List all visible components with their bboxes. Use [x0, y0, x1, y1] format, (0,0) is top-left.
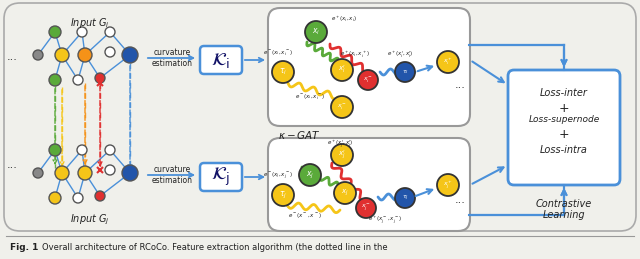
Circle shape: [331, 144, 353, 166]
Circle shape: [49, 26, 61, 38]
Text: $x_i'$: $x_i'$: [338, 64, 346, 76]
Circle shape: [334, 182, 356, 204]
Text: $\mathcal{K}_{\rm i}$: $\mathcal{K}_{\rm i}$: [211, 51, 230, 69]
Circle shape: [272, 61, 294, 83]
Text: $\mathcal{K}_{\rm j}$: $\mathcal{K}_{\rm j}$: [211, 166, 230, 188]
Circle shape: [105, 47, 115, 57]
Text: Loss-supernode: Loss-supernode: [529, 116, 600, 125]
Text: Contrastive: Contrastive: [536, 199, 592, 209]
Circle shape: [73, 193, 83, 203]
Text: Input $G_i$: Input $G_i$: [70, 16, 110, 30]
Text: Loss-intra: Loss-intra: [540, 145, 588, 155]
Text: $e^-(x_j, x_j^-)$: $e^-(x_j, x_j^-)$: [263, 171, 293, 181]
Text: $\kappa - GAT$: $\kappa - GAT$: [278, 129, 321, 141]
Text: $x_i$: $x_i$: [312, 27, 320, 37]
Circle shape: [55, 166, 69, 180]
FancyBboxPatch shape: [200, 46, 242, 74]
Circle shape: [105, 27, 115, 37]
Circle shape: [49, 192, 61, 204]
Circle shape: [105, 165, 115, 175]
Text: $\tau_j$: $\tau_j$: [279, 189, 287, 200]
Text: $x_i^+$: $x_i^+$: [443, 57, 453, 67]
Circle shape: [78, 166, 92, 180]
Text: curvature
estimation: curvature estimation: [152, 165, 193, 185]
Text: $e^+(x_i', x_i')$: $e^+(x_i', x_i')$: [387, 50, 413, 60]
Circle shape: [33, 50, 43, 60]
FancyBboxPatch shape: [200, 163, 242, 191]
FancyBboxPatch shape: [268, 138, 470, 231]
Text: $e^-(x_i, x_i^-)$: $e^-(x_i, x_i^-)$: [263, 48, 293, 58]
Text: $\tau_i$: $\tau_i$: [401, 68, 408, 76]
FancyBboxPatch shape: [4, 3, 636, 231]
Circle shape: [49, 74, 61, 86]
Circle shape: [395, 62, 415, 82]
Text: ...: ...: [6, 160, 17, 170]
Text: $x_i^-$: $x_i^-$: [337, 102, 347, 112]
Circle shape: [77, 27, 87, 37]
Text: $x_j^+$: $x_j^+$: [443, 179, 453, 191]
Text: Overall architecture of RCoCo. Feature extraction algorithm (the dotted line in : Overall architecture of RCoCo. Feature e…: [42, 242, 388, 251]
Circle shape: [272, 184, 294, 206]
Circle shape: [78, 48, 92, 62]
Text: ...: ...: [454, 195, 465, 205]
Text: $e^+(x_j', x_j')$: $e^+(x_j', x_j')$: [327, 138, 353, 150]
Text: $\tau_j$: $\tau_j$: [401, 193, 408, 203]
Circle shape: [122, 165, 138, 181]
Text: curvature
estimation: curvature estimation: [152, 48, 193, 68]
Text: $x_j'$: $x_j'$: [338, 148, 346, 162]
Circle shape: [49, 144, 61, 156]
Text: $\tau_i$: $\tau_i$: [279, 67, 287, 77]
Text: Learning: Learning: [543, 210, 586, 220]
Text: $e^+(x_j^-, x_j^-)$: $e^+(x_j^-, x_j^-)$: [368, 214, 402, 226]
Circle shape: [105, 145, 115, 155]
Text: Fig. 1: Fig. 1: [10, 242, 38, 251]
Circle shape: [122, 47, 138, 63]
Text: $e^+(x_i, x_i)$: $e^+(x_i, x_i)$: [331, 14, 357, 24]
Circle shape: [95, 191, 105, 201]
Text: Input $G_j$: Input $G_j$: [70, 213, 110, 227]
Circle shape: [358, 70, 378, 90]
Text: Loss-inter: Loss-inter: [540, 88, 588, 98]
Circle shape: [33, 168, 43, 178]
Circle shape: [395, 188, 415, 208]
Circle shape: [437, 174, 459, 196]
Text: $e^-(x^-, x^-)$: $e^-(x^-, x^-)$: [288, 211, 322, 219]
Circle shape: [331, 96, 353, 118]
FancyBboxPatch shape: [268, 8, 470, 126]
Text: +: +: [559, 128, 570, 141]
Circle shape: [73, 75, 83, 85]
Circle shape: [305, 21, 327, 43]
Circle shape: [95, 73, 105, 83]
Text: $x_j^-$: $x_j^-$: [361, 203, 371, 213]
Text: $e^-(x_i, x_i^-)$: $e^-(x_i, x_i^-)$: [295, 92, 325, 102]
FancyBboxPatch shape: [508, 70, 620, 185]
Text: $x_j$: $x_j$: [306, 169, 314, 181]
Text: $x_i^-$: $x_i^-$: [363, 75, 373, 85]
Text: +: +: [559, 102, 570, 114]
Circle shape: [437, 51, 459, 73]
Circle shape: [77, 145, 87, 155]
Circle shape: [356, 198, 376, 218]
Text: ...: ...: [6, 52, 17, 62]
Text: ...: ...: [454, 80, 465, 90]
Circle shape: [55, 48, 69, 62]
Circle shape: [331, 59, 353, 81]
Circle shape: [299, 164, 321, 186]
Text: $x_j$: $x_j$: [341, 188, 349, 198]
Text: $e^+(x_i, x_i^+)$: $e^+(x_i, x_i^+)$: [340, 50, 370, 60]
